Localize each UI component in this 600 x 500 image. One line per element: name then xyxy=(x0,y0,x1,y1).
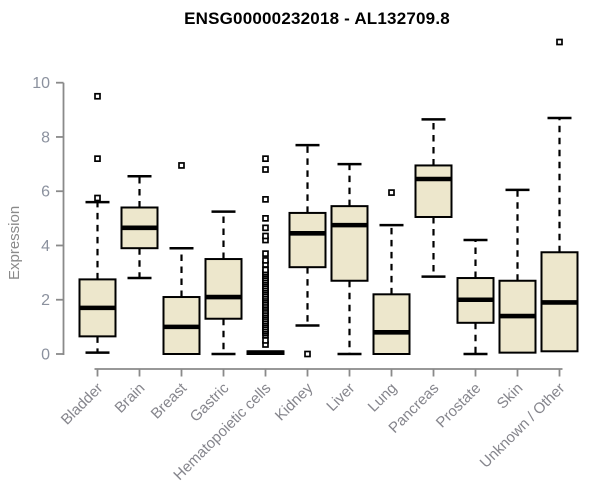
category-label-bladder: Bladder xyxy=(58,380,107,429)
outlier-point-hematopoietic-cells xyxy=(262,257,269,264)
category-label-prostate: Prostate xyxy=(433,380,485,432)
outlier-point-hematopoietic-cells xyxy=(262,215,269,222)
y-tick-label-10: 10 xyxy=(32,75,50,92)
category-label-lung: Lung xyxy=(365,380,401,416)
outlier-point-hematopoietic-cells xyxy=(262,155,269,163)
outlier-point-hematopoietic-cells xyxy=(262,266,269,274)
category-label-kidney: Kidney xyxy=(272,379,317,424)
box-pancreas xyxy=(414,164,453,218)
category-label-brain: Brain xyxy=(112,380,149,417)
outlier-point-hematopoietic-cells xyxy=(262,232,269,240)
outlier-point-hematopoietic-cells xyxy=(262,337,269,344)
box-liver xyxy=(330,205,369,282)
y-tick-label-6: 6 xyxy=(41,184,50,201)
outlier-point-breast xyxy=(178,162,185,169)
y-tick-label-4: 4 xyxy=(41,238,50,255)
outlier-point-hematopoietic-cells xyxy=(262,224,269,232)
outlier-point-hematopoietic-cells xyxy=(262,166,269,173)
outlier-point-bladder xyxy=(94,92,101,100)
outlier-point-hematopoietic-cells xyxy=(262,250,269,257)
chart-title: ENSG00000232018 - AL132709.8 xyxy=(184,9,450,28)
box-lung xyxy=(372,293,411,355)
outlier-point-lung xyxy=(388,189,395,196)
y-tick-label-2: 2 xyxy=(41,292,50,309)
category-label-breast: Breast xyxy=(148,379,191,422)
category-label-liver: Liver xyxy=(323,380,358,415)
box-gastric xyxy=(204,258,243,320)
outlier-point-kidney xyxy=(304,350,311,358)
outlier-point-bladder xyxy=(94,194,101,202)
box-kidney xyxy=(288,211,327,269)
y-tick-label-0: 0 xyxy=(41,347,50,364)
outlier-point-unknown-other xyxy=(556,38,563,46)
category-label-skin: Skin xyxy=(494,380,527,413)
y-tick-label-8: 8 xyxy=(41,129,50,146)
outlier-point-bladder xyxy=(94,155,101,163)
outlier-point-hematopoietic-cells xyxy=(262,196,269,203)
